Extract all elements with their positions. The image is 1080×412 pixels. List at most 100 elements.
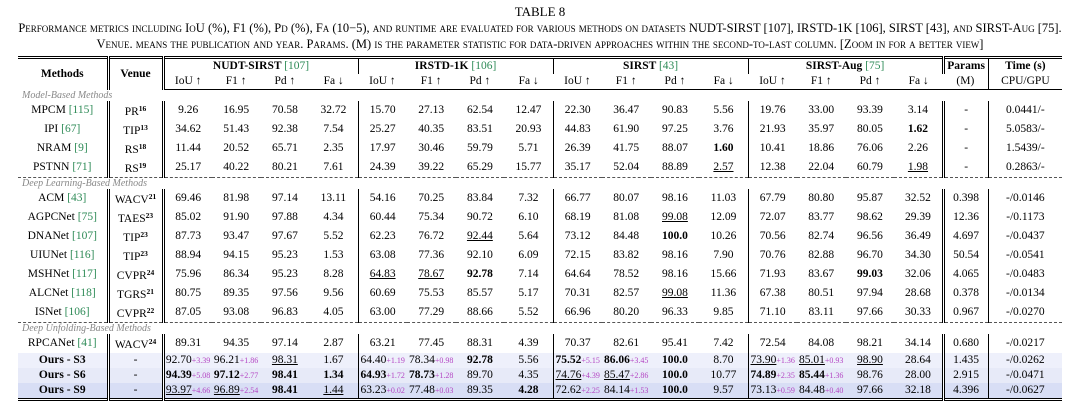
value-cell: 0.2863/- bbox=[988, 158, 1062, 178]
value-cell: 29.39 bbox=[894, 208, 945, 227]
value: 71.10 bbox=[759, 306, 786, 318]
value: 7.42 bbox=[713, 337, 734, 349]
venue-name: TGRS bbox=[117, 289, 147, 301]
value: 88.89 bbox=[662, 161, 688, 173]
value-cell: 52.04 bbox=[602, 158, 651, 178]
value: 54.16 bbox=[369, 192, 396, 204]
value: 2.35 bbox=[323, 142, 344, 154]
value-cell: 67.79 bbox=[748, 189, 797, 208]
value-cell: 98.41 bbox=[261, 383, 310, 400]
value: 93.08 bbox=[223, 306, 250, 318]
value: 13.11 bbox=[320, 192, 347, 204]
value: 85.01 bbox=[799, 354, 825, 366]
metric-header: Pd ↑ bbox=[845, 74, 895, 90]
value-cell: 9.57 bbox=[699, 383, 749, 400]
value-cell: 15.70 bbox=[358, 101, 407, 120]
gain: +0.40 bbox=[824, 386, 844, 395]
value: 40.35 bbox=[418, 123, 445, 135]
value: 20.93 bbox=[515, 123, 542, 135]
value: 5.56 bbox=[713, 104, 734, 116]
value-cell: 95.41 bbox=[651, 334, 700, 353]
value-cell: 75.52+5.15 bbox=[553, 353, 602, 368]
gain: +3.45 bbox=[629, 356, 649, 365]
gain: +2.35 bbox=[776, 371, 795, 380]
value: 88.66 bbox=[466, 306, 493, 318]
value-cell: 98.16 bbox=[651, 265, 700, 284]
value: 83.82 bbox=[613, 249, 640, 261]
value-cell: 63.23+0.02 bbox=[358, 383, 407, 400]
value: 8.70 bbox=[713, 354, 734, 366]
value-cell: 100.0 bbox=[651, 353, 700, 368]
citation: [107] bbox=[71, 230, 97, 242]
value-cell: 98.76 bbox=[846, 368, 895, 383]
section-label: Deep Learning-Based Methods bbox=[18, 177, 1063, 189]
value-cell: 90.72 bbox=[456, 208, 505, 227]
value-cell: 5.0583/- bbox=[988, 120, 1062, 139]
value-cell: 72.15 bbox=[553, 246, 602, 265]
value-cell: 2.915 bbox=[943, 368, 989, 383]
value-cell: 80.05 bbox=[846, 120, 895, 139]
value-cell: 0.680 bbox=[943, 334, 989, 353]
dataset-header: IRSTD-1K [106] bbox=[358, 57, 554, 74]
value-cell: 32.52 bbox=[894, 189, 945, 208]
value-cell: 85.57 bbox=[456, 284, 505, 303]
value: 77.29 bbox=[418, 306, 445, 318]
value: 80.21 bbox=[271, 161, 298, 173]
value-cell: 10.41 bbox=[748, 139, 797, 158]
value: 86.06 bbox=[603, 354, 630, 366]
venue-name: TAES bbox=[117, 213, 146, 225]
value: 83.11 bbox=[808, 306, 834, 318]
value: -/0.0483 bbox=[1006, 268, 1045, 280]
header-cell: (M) bbox=[943, 74, 989, 90]
value-cell: 98.31 bbox=[261, 353, 310, 368]
value: 80.80 bbox=[808, 192, 835, 204]
value-cell: 86.34 bbox=[212, 265, 261, 284]
gain: +1.36 bbox=[824, 371, 844, 380]
value-cell: 5.56 bbox=[504, 353, 554, 368]
venue-cell: CVPR22 bbox=[108, 303, 165, 323]
value-cell: 8.28 bbox=[309, 265, 359, 284]
value-cell: 72.07 bbox=[748, 208, 797, 227]
venue-cell: TAES23 bbox=[108, 208, 165, 227]
value-cell: 41.75 bbox=[602, 139, 651, 158]
value-cell: 34.30 bbox=[894, 246, 945, 265]
method-name: MPCM bbox=[31, 104, 66, 116]
value: -/0.0541 bbox=[1006, 249, 1045, 261]
value: 99.03 bbox=[857, 268, 883, 280]
value: 32.52 bbox=[905, 192, 931, 204]
value-cell: 40.35 bbox=[407, 120, 456, 139]
value-cell: - bbox=[943, 120, 989, 139]
value: 84.08 bbox=[808, 337, 835, 349]
value-cell: 28.00 bbox=[894, 368, 945, 383]
header-cell: Methods bbox=[18, 57, 110, 90]
value: 97.66 bbox=[857, 384, 883, 396]
value: 15.70 bbox=[369, 104, 396, 116]
value: 12.36 bbox=[953, 211, 980, 223]
value: -/0.0217 bbox=[1006, 337, 1045, 349]
value: 96.89 bbox=[213, 384, 240, 396]
value: 85.44 bbox=[799, 369, 825, 381]
metric-header: Pd ↑ bbox=[260, 74, 310, 90]
value: 59.79 bbox=[466, 142, 493, 154]
method-cell: ACM [43] bbox=[18, 189, 110, 208]
value: 30.33 bbox=[905, 306, 931, 318]
value: 97.14 bbox=[271, 337, 298, 349]
value-cell: 80.80 bbox=[797, 189, 846, 208]
value-cell: 77.36 bbox=[407, 246, 456, 265]
section-label: Deep Unfolding-Based Methods bbox=[18, 322, 1063, 334]
value: 70.58 bbox=[271, 104, 298, 116]
value: 95.23 bbox=[271, 249, 298, 261]
venue-cell: - bbox=[108, 353, 165, 368]
venue-name: TIP bbox=[123, 251, 141, 263]
value: 74.76 bbox=[555, 369, 582, 381]
value: 84.48 bbox=[799, 384, 825, 396]
value: 73.13 bbox=[750, 384, 777, 396]
value: 78.73 bbox=[408, 369, 435, 381]
value-cell: -/0.0270 bbox=[988, 303, 1062, 323]
gain: +0.98 bbox=[434, 356, 454, 365]
value: 52.04 bbox=[613, 161, 640, 173]
value-cell: 72.62+2.25 bbox=[553, 383, 602, 400]
value-cell: 70.37 bbox=[553, 334, 602, 353]
value: 0.398 bbox=[953, 192, 980, 204]
value-cell: 92.44 bbox=[456, 227, 505, 246]
